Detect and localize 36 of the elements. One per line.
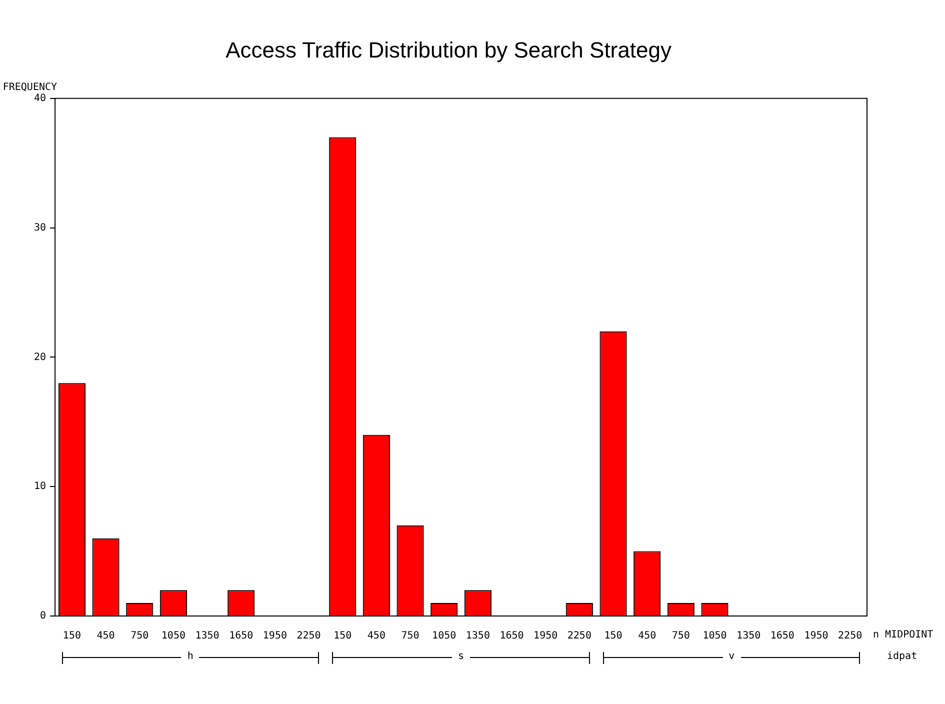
x-tick-label: 1050 [432, 630, 456, 642]
x-tick-label: 1350 [195, 630, 220, 642]
x-tick-label: 450 [96, 630, 115, 642]
x-tick-label: 450 [367, 630, 386, 642]
x-tick-label: 1950 [534, 630, 558, 642]
y-tick-label: 10 [34, 481, 46, 492]
chart-title: Access Traffic Distribution by Search Strategy [226, 37, 672, 62]
x-tick-label: 1650 [770, 630, 794, 642]
x-tick-label: 1050 [702, 630, 727, 642]
text: idpat [887, 651, 918, 663]
x-tick-label: 450 [638, 630, 656, 642]
y-tick-label: 20 [34, 352, 46, 363]
x-tick-label: 1650 [229, 630, 254, 642]
x-tick-label: 1950 [804, 630, 828, 642]
x-axis-title: n MIDPOINT [873, 630, 934, 641]
group-bracket: h [62, 652, 319, 664]
group-bracket: s [332, 652, 590, 664]
x-tick-label: 750 [401, 630, 420, 642]
x-tick-label: 1650 [500, 630, 524, 642]
y-axis-title: FREQUENCY [2, 82, 58, 93]
x-tick-label: 2250 [567, 630, 592, 642]
x-tick-label: 150 [62, 630, 81, 642]
x-tick-label: 750 [130, 630, 149, 642]
x-tick-label: 150 [604, 630, 622, 642]
x-tick-label: 1350 [466, 630, 490, 642]
x-tick-label: 1050 [161, 630, 186, 642]
x-tick-label: 750 [672, 630, 690, 642]
x-tick-label: 2250 [838, 630, 862, 642]
x-tick-label: 150 [334, 630, 352, 642]
x-tick-label: 1950 [262, 630, 287, 642]
group-bracket: v [603, 652, 860, 664]
x-tick-label: 2250 [296, 630, 321, 642]
y-tick-label: 30 [34, 222, 46, 234]
y-tick-label: 40 [34, 92, 46, 104]
y-tick-label: 0 [40, 610, 46, 622]
x-tick-label: 1350 [736, 630, 761, 642]
